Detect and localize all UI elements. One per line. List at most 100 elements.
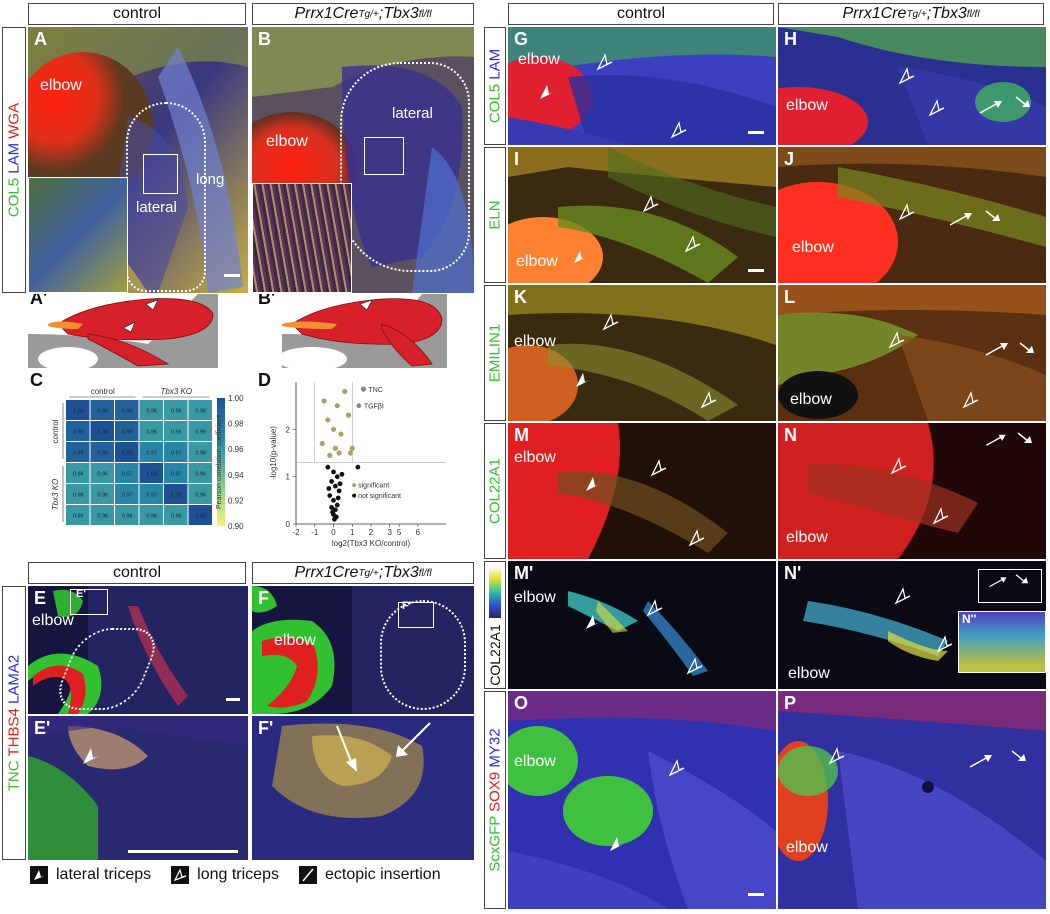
col5-label: COL5 — [5, 177, 23, 218]
lateral-triceps-arrowhead — [540, 85, 554, 99]
scatter-point-not-significant — [327, 493, 333, 498]
panel-label: B — [258, 29, 271, 49]
heatmap-value: 0.96 — [97, 493, 108, 499]
scatter-point-not-significant — [331, 497, 336, 503]
thbs4-label: THBS4 — [5, 708, 23, 757]
scatter-point-significant — [330, 426, 337, 432]
scale-bar — [748, 131, 764, 134]
heatmap-value: 0.96 — [73, 472, 84, 478]
header-mutant-left: Prrx1Cre Tg/+ ;Tbx3 fl/fl — [252, 3, 474, 25]
long-triceps-arrowhead — [894, 587, 911, 605]
wga-label: WGA — [5, 102, 23, 139]
legend-significant: significant — [358, 483, 389, 490]
genotype-text: Prrx1Cre — [294, 564, 359, 581]
legend-swatch-not-significant — [352, 493, 357, 498]
genotype-sup2: fl/fl — [418, 8, 432, 20]
heatmap-cell — [164, 505, 188, 525]
heatmap-value: 0.96 — [195, 409, 206, 415]
elbow-text: elbow — [786, 839, 828, 856]
zoom-box — [143, 154, 178, 194]
ectopic-insertion-arrow — [986, 434, 1006, 446]
heatmap-value: 1.00 — [171, 493, 182, 499]
heatmap-value: 0.99 — [73, 451, 84, 457]
heatmap-cell — [115, 421, 139, 441]
heatmap-value: 0.97 — [171, 472, 182, 478]
stain-label-op: ScxGFP SOX9 MY32 — [484, 691, 506, 909]
panel-label: H — [784, 29, 797, 49]
lateral-triceps-arrowhead — [610, 837, 624, 851]
heatmap-value: 0.96 — [195, 493, 206, 499]
elbow-text: elbow — [786, 529, 828, 546]
stain-label-ef: TNC THBS4 LAMA2 — [2, 586, 26, 860]
scatter-point-not-significant — [337, 481, 343, 487]
panel-label: M' — [514, 563, 534, 583]
panel-d-scatter: D -2 -1 0 1 2 3 5 6 0 1 2 log2(Tbx3 KO/control) -log… — [252, 370, 474, 560]
panel-label: O — [514, 693, 529, 713]
scatter-point-not-significant — [329, 479, 335, 484]
scale-bar — [224, 274, 240, 277]
ectopic-insertion-arrow — [949, 213, 972, 226]
muscle-outline — [380, 600, 466, 710]
heatmap-value: 0.97 — [146, 451, 157, 457]
lut-colorbar — [489, 566, 501, 618]
heatmap-value: 0.99 — [122, 430, 133, 436]
scatter-point-tnc — [360, 386, 367, 392]
y-tick-label: 1 — [286, 473, 291, 482]
heatmap-cell — [115, 463, 139, 483]
heatmap-value: 0.97 — [171, 451, 182, 457]
stain-label-kl: EMILIN1 — [484, 285, 506, 421]
long-triceps-arrowhead — [962, 391, 979, 409]
long-triceps-arrowhead — [700, 391, 717, 409]
scatter-point-significant — [336, 450, 342, 456]
heatmap-cell — [139, 421, 163, 441]
scatter-point-not-significant — [326, 486, 332, 491]
lam-label: LAM — [486, 48, 504, 80]
long-triceps-arrowhead — [932, 507, 949, 525]
long-triceps-arrowhead — [684, 235, 701, 253]
long-triceps-arrowhead — [650, 459, 667, 477]
panel-e-prime: E' — [28, 716, 248, 860]
inset-label: E' — [76, 588, 86, 600]
heatmap-cell — [164, 421, 188, 441]
heatmap-col-group: Tbx3 KO — [160, 387, 192, 396]
long-triceps-arrowhead — [890, 457, 907, 475]
long-triceps-arrowhead — [686, 657, 703, 675]
panel-label: A — [34, 29, 47, 49]
elbow-text: elbow — [786, 97, 828, 114]
col22a1-lut-label: COL22A1 — [487, 624, 503, 686]
panel-label: I — [514, 149, 520, 169]
lateral-triceps-arrowhead — [573, 250, 587, 264]
scatter-point-not-significant — [335, 495, 341, 501]
x-tick-label: 0 — [331, 528, 336, 537]
x-tick-label: 5 — [397, 528, 402, 537]
sox9-label: SOX9 — [486, 771, 504, 812]
heatmap-value: 0.96 — [146, 514, 157, 520]
genotype-sup: Tg/+ — [906, 8, 927, 20]
annotation-tnc: TNC — [369, 387, 383, 394]
heatmap-cell — [164, 442, 188, 462]
panel-label: F — [258, 588, 269, 608]
ectopic-insertion-arrow — [1019, 342, 1034, 353]
heatmap-cell — [164, 400, 188, 420]
lateral-triceps-arrowhead — [586, 477, 600, 491]
zoom-box — [978, 569, 1042, 603]
long-triceps-arrowhead — [928, 99, 945, 117]
scatter-point-not-significant — [325, 464, 331, 470]
zoom-box — [398, 602, 434, 628]
stain-label-ij: ELN — [484, 147, 506, 283]
heatmap-cell — [188, 505, 212, 525]
scatter-point-tgfbi — [356, 403, 362, 409]
heatmap-cell — [188, 442, 212, 462]
heatmap-cell — [90, 442, 114, 462]
legend-swatch-significant — [352, 483, 357, 488]
heatmap-row-group: Tbx3 KO — [51, 479, 60, 511]
scale-bar — [226, 698, 240, 701]
heatmap-cell — [66, 505, 90, 525]
lateral-text: lateral — [136, 199, 177, 216]
scatter-point-significant — [347, 450, 353, 456]
panel-label: B' — [258, 294, 276, 308]
heatmap-value: 0.96 — [146, 409, 157, 415]
scatter-point-significant — [319, 440, 325, 447]
emilin1-label: EMILIN1 — [486, 323, 504, 383]
heatmap-cell — [139, 505, 163, 525]
